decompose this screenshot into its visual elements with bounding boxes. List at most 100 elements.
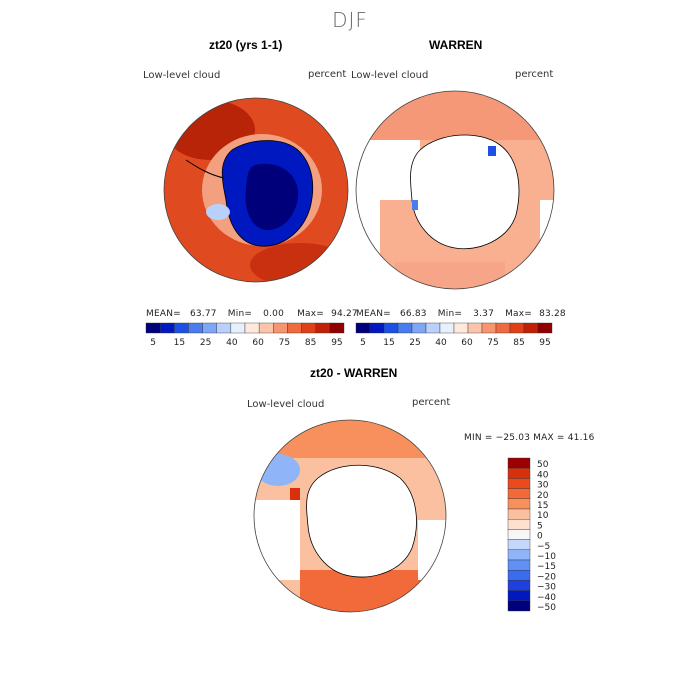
panel1-colorbar-tick-label: 15 [174,338,185,348]
panel1-min: 0.00 [263,309,284,319]
panel2-max: 83.28 [539,309,566,319]
diff-colorbar-swatch [507,600,531,612]
panel1-mean: 63.77 [189,309,217,319]
panel1-colorbar-swatch [287,322,302,334]
diff-colorbar-swatch [507,498,531,510]
diff-colorbar-tick-label: −10 [537,552,556,562]
diff-colorbar-tick-label: −5 [537,542,550,552]
panel2-colorbar-swatch [509,322,525,334]
panel2-field: Low-level cloud [351,70,429,81]
panel2-blue-spot [488,146,496,156]
panel1-field: Low-level cloud [143,70,221,81]
diff-antarctica [306,464,417,578]
panel2-colorbar-tick-label: 40 [435,338,447,348]
diff-colorbar-swatch [507,549,531,561]
panel1-units: percent [308,69,347,80]
panel1-peninsula-coast [185,159,225,179]
diff-colorbar-swatch [507,580,531,591]
diff-colorbar-tick-label: −20 [537,572,556,582]
panel1-map-border [163,97,349,283]
panel2-min-label: Min= [437,309,463,319]
panel2-title: WARREN [429,38,483,52]
panel1-colorbar-swatch [301,322,316,334]
panel1-map [164,98,348,282]
panel1-mean-label: MEAN= [146,309,181,319]
panel1-colorbar-swatch [258,322,274,334]
panel1-min-label: Min= [227,309,253,319]
panel1-colorbar-swatch [230,322,246,334]
panel1-colorbar-tick-label: 95 [331,338,342,348]
diff-colorbar-swatch [507,468,531,479]
diff-red-spot [290,488,300,500]
panel1-max: 94.27 [331,309,358,319]
panel1-colorbar-swatch [216,322,232,334]
panel1-colorbar-tick-label: 60 [252,338,264,348]
panel2-max-label: Max= [505,309,533,319]
diff-colorbar-tick-label: 30 [537,481,549,491]
diff-units: percent [412,397,451,408]
season-title: DJF [332,8,368,32]
diff-south-band [300,570,430,612]
panel2-colorbar-swatch [397,322,413,334]
panel1-colorbar-swatch [244,322,260,334]
panel1-colorbar-swatch [159,322,175,334]
panel2-mean: 66.83 [399,309,427,319]
panel2-map-border [355,90,555,290]
diff-colorbar-tick-label: 15 [537,501,548,511]
panel1-colorbar-swatch [315,322,331,334]
diff-colorbar-swatch [507,559,531,571]
panel2-colorbar-swatch [369,322,385,334]
diff-colorbar-tick-label: 20 [537,491,549,501]
panel2-missing-west [356,140,420,260]
panel2-colorbar-swatch [495,322,511,334]
diff-map [254,420,446,612]
diff-minmax: MIN = −25.03 MAX = 41.16 [464,433,595,443]
diff-colorbar-swatch [507,539,531,550]
diff-colorbar-tick-label: 40 [537,470,549,480]
panel1-colorbar-swatch [202,322,217,334]
diff-colorbar-swatch [507,519,531,530]
diff-missing-east [418,520,446,580]
panel2-colorbar-tick-label: 5 [360,338,366,348]
diff-colorbar-tick-label: −40 [537,593,556,603]
diff-colorbar-swatch [507,488,531,500]
panel2-colorbar-swatch [355,322,371,334]
panel2-colorbar-tick-label: 85 [513,338,524,348]
diff-missing-west [254,500,300,580]
panel2-colorbar-tick-label: 95 [539,338,550,348]
diff-colorbar-tick-label: −50 [537,603,556,613]
panel1-colorbar-tick-label: 40 [226,338,238,348]
panel2-colorbar-tick-label: 60 [461,338,473,348]
diff-colorbar-swatch [507,508,531,520]
diff-colorbar-tick-label: −30 [537,583,556,593]
panel1-ross-sea [206,204,230,220]
diff-north-band [254,420,446,458]
panel2-missing-east [540,200,554,280]
panel2-colorbar-swatch [383,322,399,334]
panel2-south-band [395,262,505,289]
diff-colorbar-tick-label: 50 [537,460,549,470]
diff-field: Low-level cloud [247,399,325,410]
diff-map-border [253,419,447,613]
panel2-colorbar-tick-label: 15 [383,338,394,348]
panel1-max-label: Max= [297,309,325,319]
panel1-colorbar-swatch [188,322,203,334]
panel2-colorbar-swatch [481,322,497,334]
panel2-colorbar-tick-label: 25 [409,338,420,348]
diff-colorbar-swatch [507,478,531,489]
panel1-title: zt20 (yrs 1-1) [209,38,283,52]
panel2-antarctica [410,134,520,250]
panel2-colorbar-swatch [537,322,553,334]
diff-colorbar-swatch [507,570,531,581]
panel1-colorbar-tick-label: 25 [200,338,211,348]
panel1-colorbar-swatch [174,322,189,334]
panel2-blue-spot-2 [412,200,418,210]
panel1-high-region-2 [250,243,348,282]
panel1-antarctica-core [245,163,299,231]
panel1-colorbar-swatch [329,322,345,334]
panel1-colorbar-tick-label: 85 [305,338,316,348]
diff-colorbar-swatch [507,529,531,540]
panel2-stats: MEAN= 66.83 Min= 3.37 Max= 83.28 [356,309,566,319]
